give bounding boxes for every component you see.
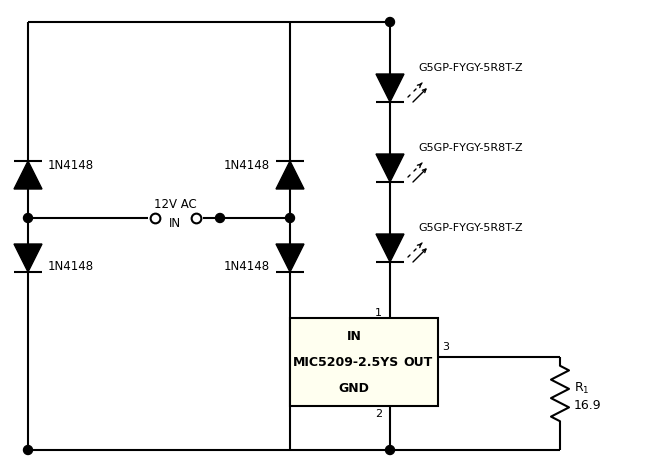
Text: 1N4148: 1N4148: [224, 259, 270, 273]
Text: 16.9: 16.9: [574, 399, 602, 412]
Circle shape: [285, 213, 294, 222]
Circle shape: [385, 446, 395, 455]
Text: 2: 2: [375, 409, 382, 419]
Text: 1: 1: [375, 308, 382, 318]
Text: G5GP-FYGY-5R8T-Z: G5GP-FYGY-5R8T-Z: [418, 63, 523, 73]
Bar: [290, 318, 438, 406]
Text: IN: IN: [169, 217, 181, 229]
Text: GND: GND: [339, 382, 369, 394]
Polygon shape: [14, 161, 42, 189]
Circle shape: [385, 18, 395, 27]
Circle shape: [23, 213, 32, 222]
Text: 1N4148: 1N4148: [48, 158, 94, 172]
Polygon shape: [276, 161, 304, 189]
Text: G5GP-FYGY-5R8T-Z: G5GP-FYGY-5R8T-Z: [418, 143, 523, 153]
Text: OUT: OUT: [404, 356, 433, 368]
Circle shape: [216, 213, 224, 222]
Text: IN: IN: [346, 329, 361, 343]
Text: 1N4148: 1N4148: [224, 158, 270, 172]
Text: 12V AC: 12V AC: [153, 198, 196, 210]
Text: 3: 3: [442, 342, 449, 352]
Polygon shape: [376, 234, 404, 262]
Circle shape: [23, 446, 32, 455]
Text: 1N4148: 1N4148: [48, 259, 94, 273]
Text: MIC5209-2.5YS: MIC5209-2.5YS: [293, 356, 399, 368]
Polygon shape: [14, 244, 42, 272]
Text: R$_1$: R$_1$: [574, 381, 590, 396]
Text: G5GP-FYGY-5R8T-Z: G5GP-FYGY-5R8T-Z: [418, 223, 523, 233]
Polygon shape: [376, 74, 404, 102]
Polygon shape: [276, 244, 304, 272]
Polygon shape: [376, 154, 404, 182]
